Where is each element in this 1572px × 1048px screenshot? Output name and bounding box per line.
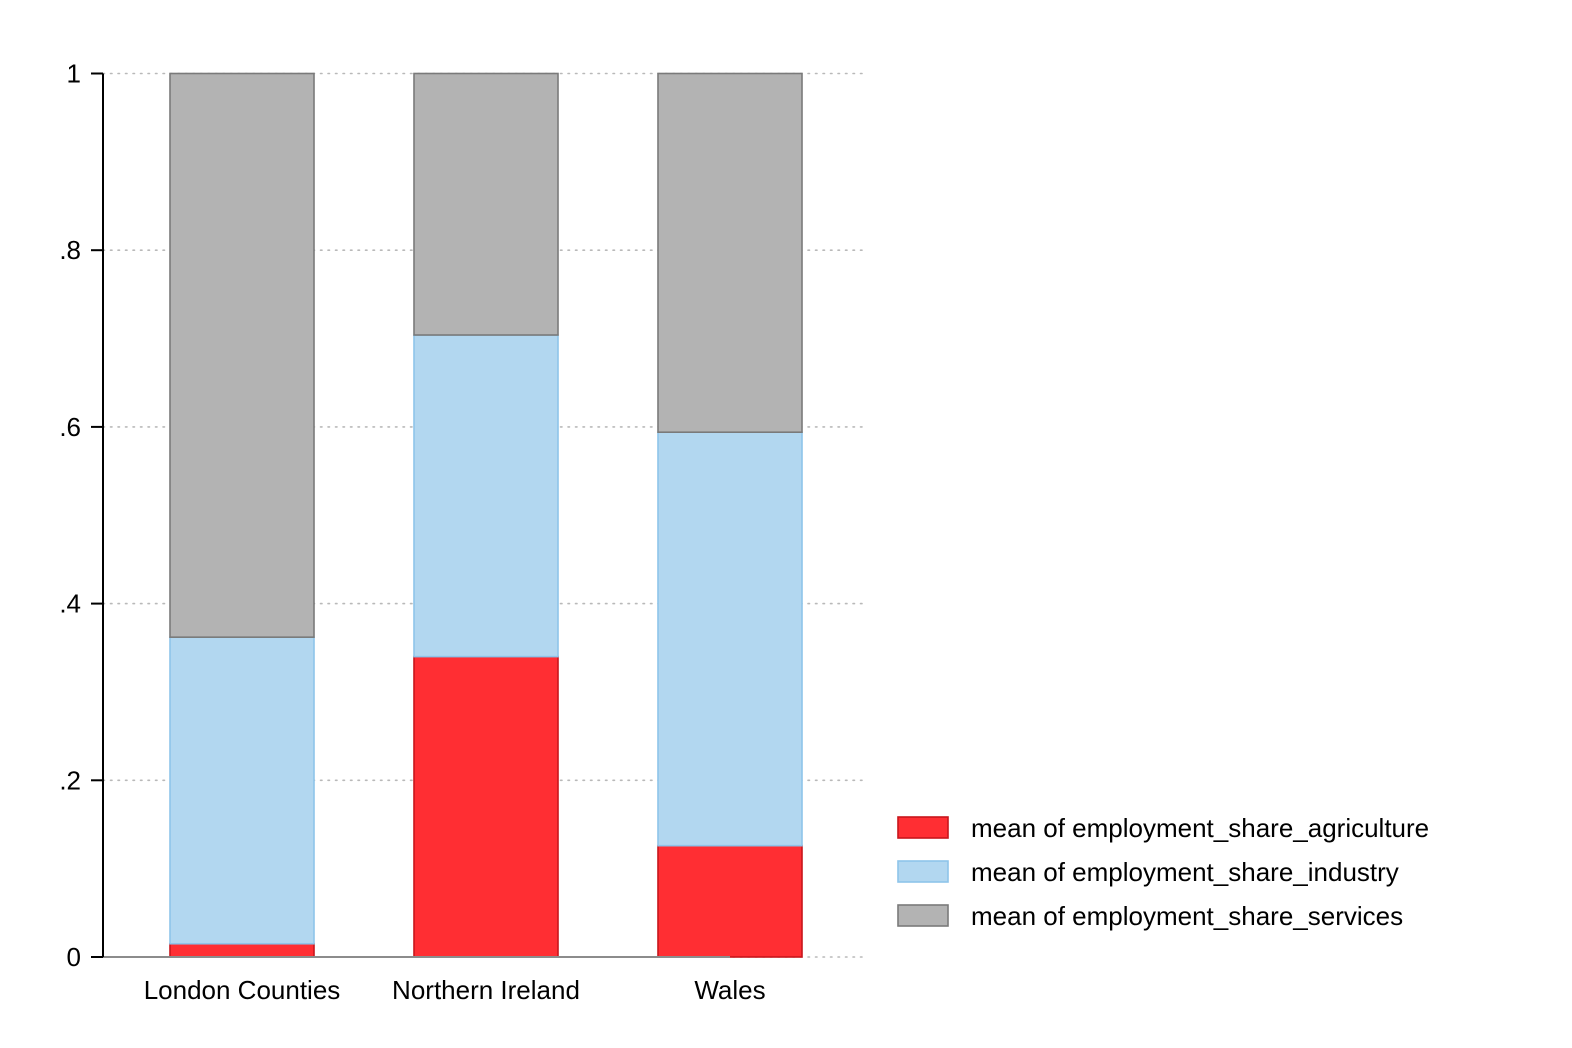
legend-swatch <box>897 904 949 927</box>
bar-segment <box>169 942 315 958</box>
x-category-label: Northern Ireland <box>392 975 580 1005</box>
x-category-label: Wales <box>694 975 765 1005</box>
legend: mean of employment_share_agriculturemean… <box>897 813 1429 931</box>
y-tick-label: .8 <box>59 235 81 265</box>
axes: 0 .2 .4 .6 .8 1 London Counties Northern Irelan… <box>59 59 765 1006</box>
legend-swatch <box>897 816 949 839</box>
bar-segment <box>413 72 559 336</box>
bar-segment <box>413 655 559 958</box>
bar-segment <box>657 72 803 434</box>
bars <box>169 72 803 958</box>
bar-segment <box>413 334 559 658</box>
y-tick-label: .4 <box>59 589 81 619</box>
bar-segment <box>657 844 803 958</box>
legend-label: mean of employment_share_industry <box>971 857 1399 887</box>
bar-segment <box>657 431 803 847</box>
legend-swatch <box>897 860 949 883</box>
legend-label: mean of employment_share_services <box>971 901 1403 931</box>
bar-segment <box>169 72 315 638</box>
legend-label: mean of employment_share_agriculture <box>971 813 1429 843</box>
y-tick-label: .6 <box>59 412 81 442</box>
y-tick-label: .2 <box>59 765 81 795</box>
y-tick-label: 1 <box>67 59 81 89</box>
y-tick-label: 0 <box>67 942 81 972</box>
x-category-label: London Counties <box>144 975 341 1005</box>
bar-segment <box>169 636 315 945</box>
